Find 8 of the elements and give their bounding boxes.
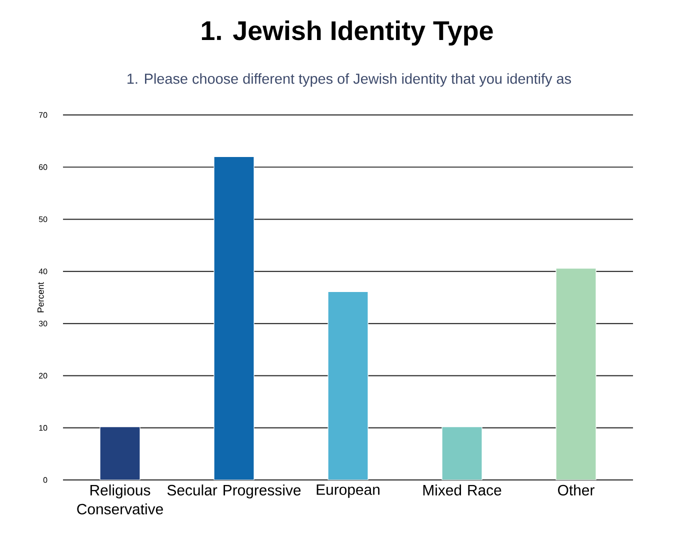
x-tick-label: Secular Progressive <box>167 484 301 498</box>
chart-subtitle: 1. Please choose different types of Jewish identity that you identify as <box>128 73 571 87</box>
x-tick-label: Religious Conservative <box>77 484 163 514</box>
chart-title: 1. Jewish Identity Type <box>202 20 493 46</box>
y-axis-title: Percent <box>38 282 44 312</box>
x-tick-label: European <box>316 484 380 498</box>
x-tick-label: Other <box>558 484 594 496</box>
x-tick-label: Mixed Race <box>423 484 502 496</box>
